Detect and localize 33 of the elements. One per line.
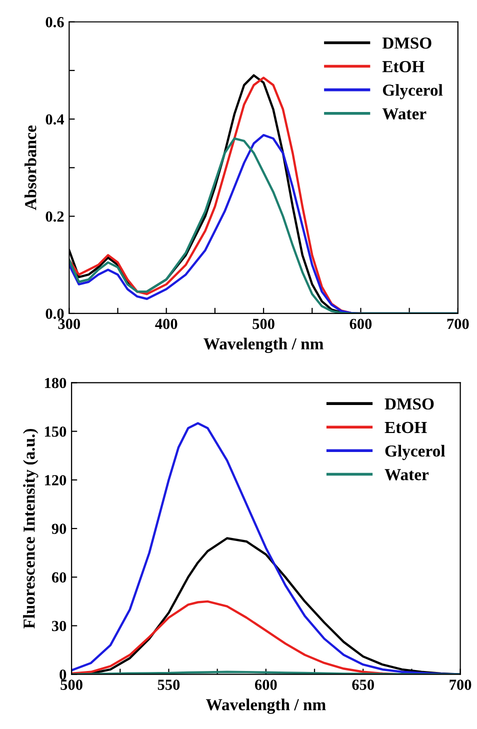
legend-label: DMSO: [384, 398, 434, 410]
x-tick-label: 600: [254, 680, 277, 690]
x-tick-label: 700: [447, 318, 469, 330]
y-axis-title: Fluorescence Intensity (a.u.): [23, 428, 38, 629]
legend-label: EtOH: [382, 61, 424, 72]
x-tick-label: 400: [155, 318, 178, 330]
y-tick-label: 0.6: [46, 17, 64, 28]
y-tick-label: 60: [52, 572, 66, 583]
legend-label: Glycerol: [385, 444, 446, 460]
x-axis-title: Wavelength / nm: [206, 698, 326, 714]
legend-label: DMSO: [382, 38, 432, 49]
x-tick-label: 650: [352, 680, 374, 690]
y-tick-label: 0.2: [46, 211, 64, 222]
y-tick-label: 0.0: [46, 308, 64, 319]
legend-label: Water: [382, 108, 426, 120]
legend-label: EtOH: [384, 422, 427, 434]
x-tick-label: 300: [58, 318, 80, 330]
y-tick-label: 0: [60, 669, 66, 680]
x-tick-label: 500: [60, 680, 82, 690]
legend-label: Water: [384, 469, 429, 480]
y-tick-label: 90: [52, 524, 66, 534]
x-tick-label: 600: [350, 318, 372, 330]
x-tick-label: 550: [158, 680, 180, 690]
y-tick-label: 150: [44, 426, 66, 437]
x-tick-label: 500: [252, 318, 274, 330]
x-axis-title: Wavelength / nm: [204, 338, 324, 353]
y-tick-label: 120: [44, 475, 66, 486]
y-tick-label: 180: [44, 378, 66, 388]
x-tick-label: 700: [450, 680, 472, 690]
y-tick-label: 30: [52, 620, 66, 632]
y-tick-label: 0.4: [46, 114, 64, 125]
y-axis-title: Absorbance: [24, 126, 36, 210]
legend-label: Glycerol: [382, 84, 443, 100]
